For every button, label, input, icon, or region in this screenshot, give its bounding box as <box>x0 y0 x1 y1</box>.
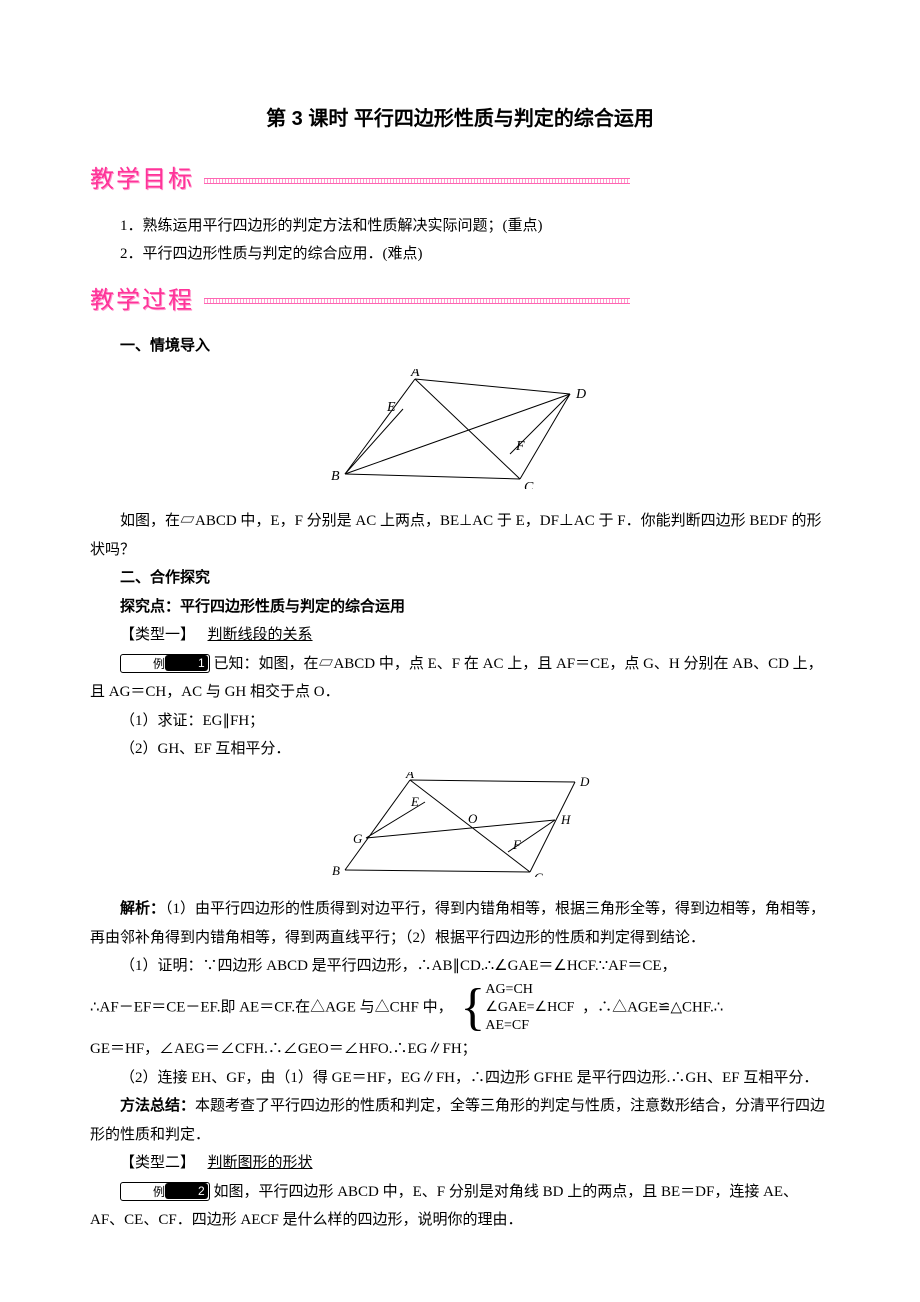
svg-text:A: A <box>410 369 420 380</box>
figure-2: A D B C G H E F O <box>90 772 830 888</box>
type-1-head: 【类型一】 判断线段的关系 <box>90 621 830 650</box>
proof-1a: （1）证明：∵四边形 ABCD 是平行四边形，∴AB∥CD.∴∠GAE＝∠HCF… <box>90 952 830 981</box>
brace-line-2: ∠GAE=∠HCF <box>485 999 574 1017</box>
method: 方法总结：本题考查了平行四边形的性质和判定，全等三角形的判定与性质，注意数形结合… <box>90 1092 830 1149</box>
method-label: 方法总结： <box>120 1097 195 1114</box>
svg-text:E: E <box>410 794 419 809</box>
svg-text:C: C <box>534 870 543 877</box>
proof-1b-line: ∴AF－EF＝CE－EF.即 AE＝CF.在△AGE 与△CHF 中， { AG… <box>90 981 830 1036</box>
objective-1: 1．熟练运用平行四边形的判定方法和性质解决实际问题；(重点) <box>90 212 830 241</box>
brace-line-1: AG=CH <box>485 981 574 999</box>
section-2-head: 二、合作探究 <box>90 564 830 593</box>
analysis-label: 解析： <box>120 900 165 917</box>
svg-text:G: G <box>353 831 363 846</box>
brace-system: { AG=CH ∠GAE=∠HCF AE=CF <box>460 981 574 1036</box>
svg-text:B: B <box>332 863 340 877</box>
proof-1b-pre: ∴AF－EF＝CE－EF.即 AE＝CF.在△AGE 与△CHF 中， <box>90 999 453 1015</box>
proof-1c: GE＝HF，∠AEG＝∠CFH.∴∠GEO＝∠HFO.∴EG∥FH； <box>90 1035 830 1064</box>
brace-line-3: AE=CF <box>485 1017 574 1035</box>
figure-1: A D B C E F <box>90 369 830 500</box>
banner-goals: 教学目标 <box>90 158 830 204</box>
example-1-q1: （1）求证：EG∥FH； <box>90 707 830 736</box>
svg-text:D: D <box>575 387 586 402</box>
svg-text:C: C <box>524 480 534 489</box>
section-1-p1: 如图，在▱ABCD 中，E，F 分别是 AC 上两点，BE⊥AC 于 E，DF⊥… <box>90 507 830 564</box>
analysis-body: （1）由平行四边形的性质得到对边平行，得到内错角相等，根据三角形全等，得到边相等… <box>90 901 825 946</box>
type-1-title: 判断线段的关系 <box>208 626 313 643</box>
banner-goals-label: 教学目标 <box>90 158 198 204</box>
type-2-title: 判断图形的形状 <box>208 1154 313 1171</box>
banner-process-label: 教学过程 <box>90 279 198 325</box>
banner-dotline <box>204 298 630 304</box>
svg-text:O: O <box>468 811 478 826</box>
svg-text:D: D <box>579 774 590 789</box>
analysis: 解析：（1）由平行四边形的性质得到对边平行，得到内错角相等，根据三角形全等，得到… <box>90 895 830 952</box>
svg-text:B: B <box>331 469 340 484</box>
example-2: 例2 如图，平行四边形 ABCD 中，E、F 分别是对角线 BD 上的两点，且 … <box>90 1178 830 1235</box>
section-2-sub: 探究点：平行四边形性质与判定的综合运用 <box>90 593 830 622</box>
example-1: 例1 已知：如图，在▱ABCD 中，点 E、F 在 AC 上，且 AF＝CE，点… <box>90 650 830 707</box>
proof-2: （2）连接 EH、GF，由（1）得 GE＝HF，EG∥FH，∴四边形 GFHE … <box>90 1064 830 1093</box>
example-tag-2: 2 <box>165 1183 208 1199</box>
lesson-title: 第 3 课时 平行四边形性质与判定的综合运用 <box>90 100 830 138</box>
svg-text:E: E <box>386 400 396 415</box>
svg-text:F: F <box>512 837 522 852</box>
objective-2: 2．平行四边形性质与判定的综合应用．(难点) <box>90 240 830 269</box>
left-brace-icon: { <box>460 982 485 1034</box>
svg-text:H: H <box>560 812 571 827</box>
section-1-head: 一、情境导入 <box>90 332 830 361</box>
type-2-head: 【类型二】 判断图形的形状 <box>90 1149 830 1178</box>
banner-process: 教学过程 <box>90 279 830 325</box>
type-1-label: 【类型一】 <box>120 626 195 643</box>
example-tag-outer: 例1 <box>120 654 210 673</box>
banner-dotline <box>204 178 630 184</box>
example-1-q2: （2）GH、EF 互相平分． <box>90 735 830 764</box>
svg-text:A: A <box>405 772 414 781</box>
example-tag-1: 1 <box>165 655 208 671</box>
example-tag-outer: 例2 <box>120 1182 210 1201</box>
proof-1b-post: ，∴△AGE≌△CHF.∴ <box>582 999 723 1015</box>
type-2-label: 【类型二】 <box>120 1154 195 1171</box>
svg-text:F: F <box>515 439 525 454</box>
method-body: 本题考查了平行四边形的性质和判定，全等三角形的判定与性质，注意数形结合，分清平行… <box>90 1098 825 1143</box>
